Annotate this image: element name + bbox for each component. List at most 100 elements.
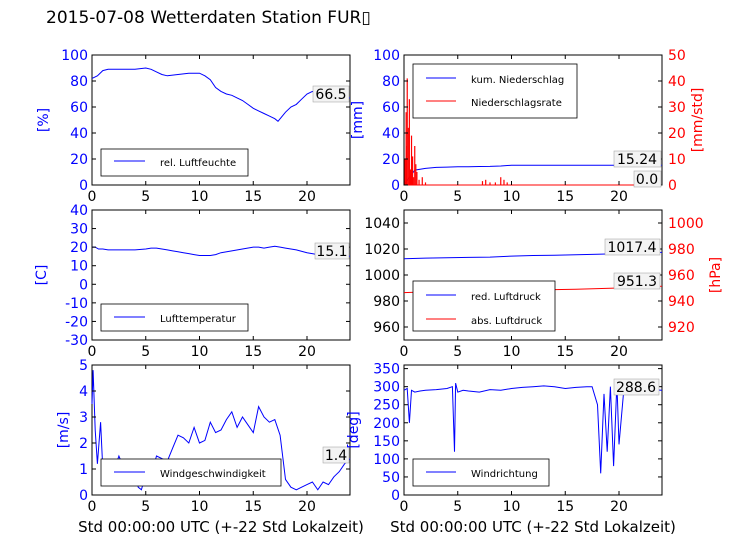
value-box [613,378,660,396]
y-tick-label: 4 [79,384,88,400]
panel-luftfeuchte: 0 5 10 15 20 0 20 40 60 80 100 [%] rel. Luftfeucht… [36,48,351,205]
ylabel-niederschlag: [mm] [350,101,366,139]
y-tick-label: 40 [70,126,88,142]
y2-tick-label: 50 [668,48,686,64]
panel-niederschlag: 0 5 10 15 20 0 20 40 60 80 100 0 10 20 30 40 50 [mm] [mm… [350,48,706,205]
series-line [91,67,351,123]
y2-tick-label: 980 [668,242,695,258]
y-tick-label: 100 [373,452,400,468]
value-box [322,446,350,464]
value-box [633,170,662,188]
x-tick-label: 20 [610,344,628,360]
y-tick-label: 50 [382,470,400,486]
ylabel-wind: [m/s] [56,412,72,449]
legend-label: red. Luftdruck [471,292,541,303]
current-value: 66.5 [315,87,346,103]
x-tick-label: 10 [191,344,209,360]
y-tick-label: 60 [70,100,88,116]
y-tick-label: 60 [382,100,400,116]
y-tick-label: 40 [382,126,400,142]
y-tick-label: 0 [391,178,400,194]
y-tick-label: 2 [79,436,88,452]
y-tick-label: 20 [70,240,88,256]
y-tick-label: 0 [79,178,88,194]
y2-tick-label: 940 [668,294,695,310]
x-tick-label: 20 [298,189,316,205]
x-tick-label: 10 [191,499,209,515]
value-box [314,242,350,260]
panel-windgeschwindigkeit: 0 5 10 15 20 0 1 2 3 4 5 [m/s] Windgeschwindigkeit… [56,358,364,536]
x-tick-label: 0 [400,344,409,360]
y-tick-label: 0 [79,277,88,293]
y2-tick-label: 30 [668,100,686,116]
current-value: 1017.4 [608,240,657,256]
legend-label: kum. Niederschlag [471,75,564,86]
legend-box [412,280,556,332]
y2-tick-label: 10 [668,152,686,168]
y-tick-label: -30 [65,333,88,349]
legend-label: rel. Luftfeuchte [160,158,236,169]
ylabel-temperatur: [C] [34,265,50,286]
y-tick-label: 1000 [364,268,400,284]
x-tick-label: 15 [556,344,574,360]
x-tick-label: 5 [141,499,150,515]
value-box [613,272,661,290]
current-value: 288.6 [616,380,656,396]
legend-box [412,458,550,487]
page-title: 2015-07-08 Wetterdaten Station FUR▯ [46,8,371,28]
x-tick-label: 0 [400,499,409,515]
y-tick-label: 10 [70,259,88,275]
y-tick-label: 0 [391,488,400,504]
y-tick-label: 80 [70,74,88,90]
y-tick-label: 100 [61,48,88,64]
y-tick-label: 20 [70,152,88,168]
y2-tick-label: 960 [668,268,695,284]
x-tick-label: 20 [298,344,316,360]
y2-tick-label: 40 [668,74,686,90]
y-tick-label: 1020 [364,242,400,258]
x-tick-label: 15 [556,189,574,205]
x-tick-label: 0 [88,499,97,515]
y-tick-label: 3 [79,410,88,426]
y-tick-label: 150 [373,434,400,450]
y2-tick-label: 1000 [668,216,704,232]
y2-tick-label: 920 [668,320,695,336]
y-tick-label: -10 [65,296,88,312]
legend-label: Windgeschwindigkeit [160,469,266,480]
current-value: 15.24 [617,152,657,168]
x-tick-label: 0 [400,189,409,205]
y-tick-label: 100 [373,48,400,64]
series-line [92,245,351,257]
y2label-luftdruck: [hPa] [708,257,724,293]
current-value: 951.3 [617,274,657,290]
x-tick-label: 15 [556,499,574,515]
y-tick-label: 80 [382,74,400,90]
y-tick-label: 200 [373,416,400,432]
x-tick-label: 5 [141,344,150,360]
value-box [613,150,662,168]
y-tick-label: 1040 [364,216,400,232]
x-tick-label: 0 [88,189,97,205]
x-tick-label: 10 [503,189,521,205]
y-tick-label: -20 [65,314,88,330]
xlabel: Std 00:00:00 UTC (+-22 Std Lokalzeit) [390,518,676,536]
y-tick-label: 30 [70,222,88,238]
x-tick-label: 15 [244,189,262,205]
current-value: 0.0 [636,172,658,188]
legend-box [100,148,249,177]
ylabel-windrichtung: [deg] [346,411,362,448]
current-value: 1.4 [325,448,347,464]
y-tick-label: 250 [373,398,400,414]
legend-label: Lufttemperatur [160,314,237,325]
x-tick-label: 15 [244,344,262,360]
ylabel-luftfeuchte: [%] [36,108,52,132]
x-tick-label: 0 [88,344,97,360]
y-tick-label: 0 [79,488,88,504]
legend-box [412,63,578,119]
value-box [604,238,661,256]
y-tick-label: 20 [382,152,400,168]
legend-label: abs. Luftdruck [471,316,542,327]
xlabel: Std 00:00:00 UTC (+-22 Std Lokalzeit) [78,518,364,536]
